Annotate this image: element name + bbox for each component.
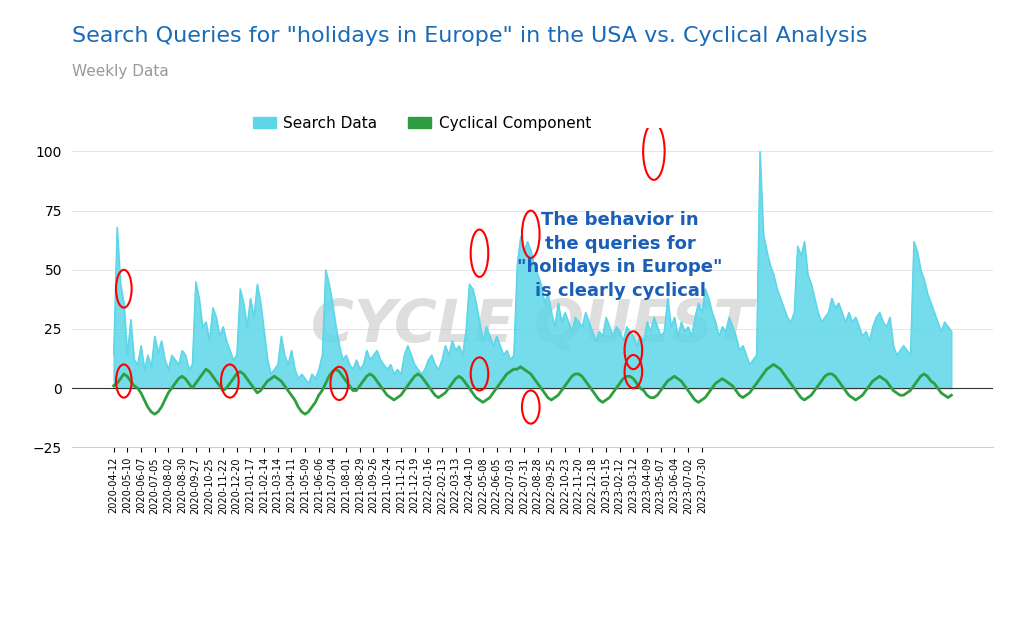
- Text: Weekly Data: Weekly Data: [72, 64, 168, 79]
- Text: The behavior in
the queries for
"holidays in Europe"
is clearly cyclical: The behavior in the queries for "holiday…: [517, 212, 723, 300]
- Legend: Search Data, Cyclical Component: Search Data, Cyclical Component: [247, 110, 597, 137]
- Text: Search Queries for "holidays in Europe" in the USA vs. Cyclical Analysis: Search Queries for "holidays in Europe" …: [72, 26, 867, 45]
- Text: CYCLE QUEST: CYCLE QUEST: [311, 297, 754, 355]
